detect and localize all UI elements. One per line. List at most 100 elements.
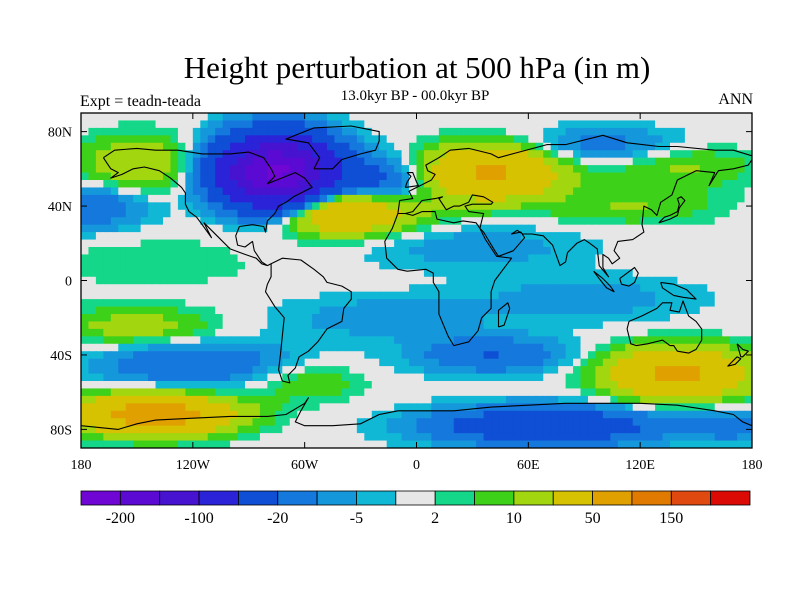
- field-cell: [349, 321, 358, 330]
- field-cell: [744, 403, 752, 412]
- field-cell: [461, 194, 470, 203]
- field-cell: [200, 172, 209, 181]
- field-cell: [669, 113, 679, 122]
- field-cell: [409, 440, 418, 448]
- field-cell: [722, 314, 731, 323]
- field-cell: [282, 194, 291, 203]
- field-cell: [505, 142, 515, 151]
- field-cell: [341, 440, 350, 448]
- field-cell: [356, 269, 365, 278]
- field-cell: [565, 403, 574, 412]
- field-cell: [349, 135, 358, 144]
- field-cell: [632, 165, 641, 174]
- field-cell: [282, 276, 291, 285]
- field-cell: [662, 343, 671, 352]
- field-cell: [737, 261, 746, 270]
- field-cell: [334, 351, 343, 360]
- field-cell: [655, 381, 664, 390]
- field-cell: [356, 142, 365, 151]
- field-cell: [729, 381, 738, 390]
- field-cell: [148, 254, 157, 263]
- field-cell: [118, 165, 127, 174]
- field-cell: [550, 410, 559, 419]
- field-cell: [222, 373, 231, 382]
- field-cell: [170, 410, 179, 419]
- field-cell: [386, 276, 395, 285]
- field-cell: [282, 150, 291, 159]
- field-cell: [334, 120, 343, 129]
- field-cell: [364, 187, 373, 196]
- field-cell: [110, 410, 119, 419]
- field-cell: [118, 306, 127, 315]
- field-cell: [379, 209, 388, 218]
- field-cell: [267, 366, 276, 375]
- field-cell: [110, 142, 119, 151]
- field-cell: [707, 291, 716, 300]
- field-cell: [163, 135, 172, 144]
- field-cell: [125, 269, 134, 278]
- field-cell: [744, 194, 752, 203]
- field-cell: [535, 433, 544, 442]
- colorbar-box: [670, 490, 712, 506]
- field-cell: [401, 425, 410, 434]
- field-cell: [259, 418, 268, 427]
- field-cell: [125, 299, 134, 308]
- field-cell: [453, 127, 462, 136]
- field-cell: [118, 440, 127, 448]
- field-cell: [245, 403, 254, 412]
- field-cell: [580, 343, 589, 352]
- field-cell: [274, 113, 283, 122]
- field-cell: [677, 381, 686, 390]
- field-cell: [498, 314, 507, 323]
- field-cell: [148, 433, 157, 442]
- field-cell: [349, 269, 358, 278]
- field-cell: [349, 247, 358, 256]
- field-cell: [483, 351, 492, 360]
- field-cell: [133, 343, 142, 352]
- field-cell: [379, 381, 388, 390]
- field-cell: [446, 306, 455, 315]
- field-cell: [110, 276, 119, 285]
- field-cell: [118, 388, 127, 397]
- field-cell: [81, 142, 90, 151]
- field-cell: [103, 157, 112, 166]
- field-cell: [692, 232, 701, 241]
- field-cell: [185, 395, 194, 404]
- field-cell: [319, 254, 328, 263]
- field-cell: [95, 194, 104, 203]
- field-cell: [625, 113, 634, 122]
- field-cell: [319, 187, 328, 196]
- field-cell: [744, 217, 752, 226]
- field-cell: [140, 247, 149, 256]
- field-cell: [207, 142, 216, 151]
- field-cell: [192, 135, 201, 144]
- field-cell: [669, 351, 679, 360]
- field-cell: [409, 165, 418, 174]
- field-cell: [148, 395, 157, 404]
- field-cell: [364, 410, 373, 419]
- field-cell: [409, 351, 418, 360]
- field-cell: [744, 328, 752, 337]
- field-cell: [327, 202, 336, 211]
- field-cell: [617, 172, 626, 181]
- field-cell: [289, 440, 298, 448]
- field-cell: [237, 142, 246, 151]
- field-cell: [185, 276, 194, 285]
- field-cell: [297, 358, 306, 367]
- field-cell: [364, 209, 373, 218]
- field-cell: [491, 172, 500, 181]
- field-cell: [610, 321, 619, 330]
- field-cell: [655, 247, 664, 256]
- field-cell: [88, 403, 97, 412]
- field-cell: [625, 120, 634, 129]
- field-cell: [88, 202, 97, 211]
- field-cell: [267, 142, 276, 151]
- field-cell: [550, 388, 559, 397]
- field-cell: [565, 150, 574, 159]
- field-cell: [364, 269, 373, 278]
- field-cell: [423, 336, 433, 345]
- field-cell: [215, 351, 224, 360]
- field-cell: [409, 306, 418, 315]
- field-cell: [528, 381, 537, 390]
